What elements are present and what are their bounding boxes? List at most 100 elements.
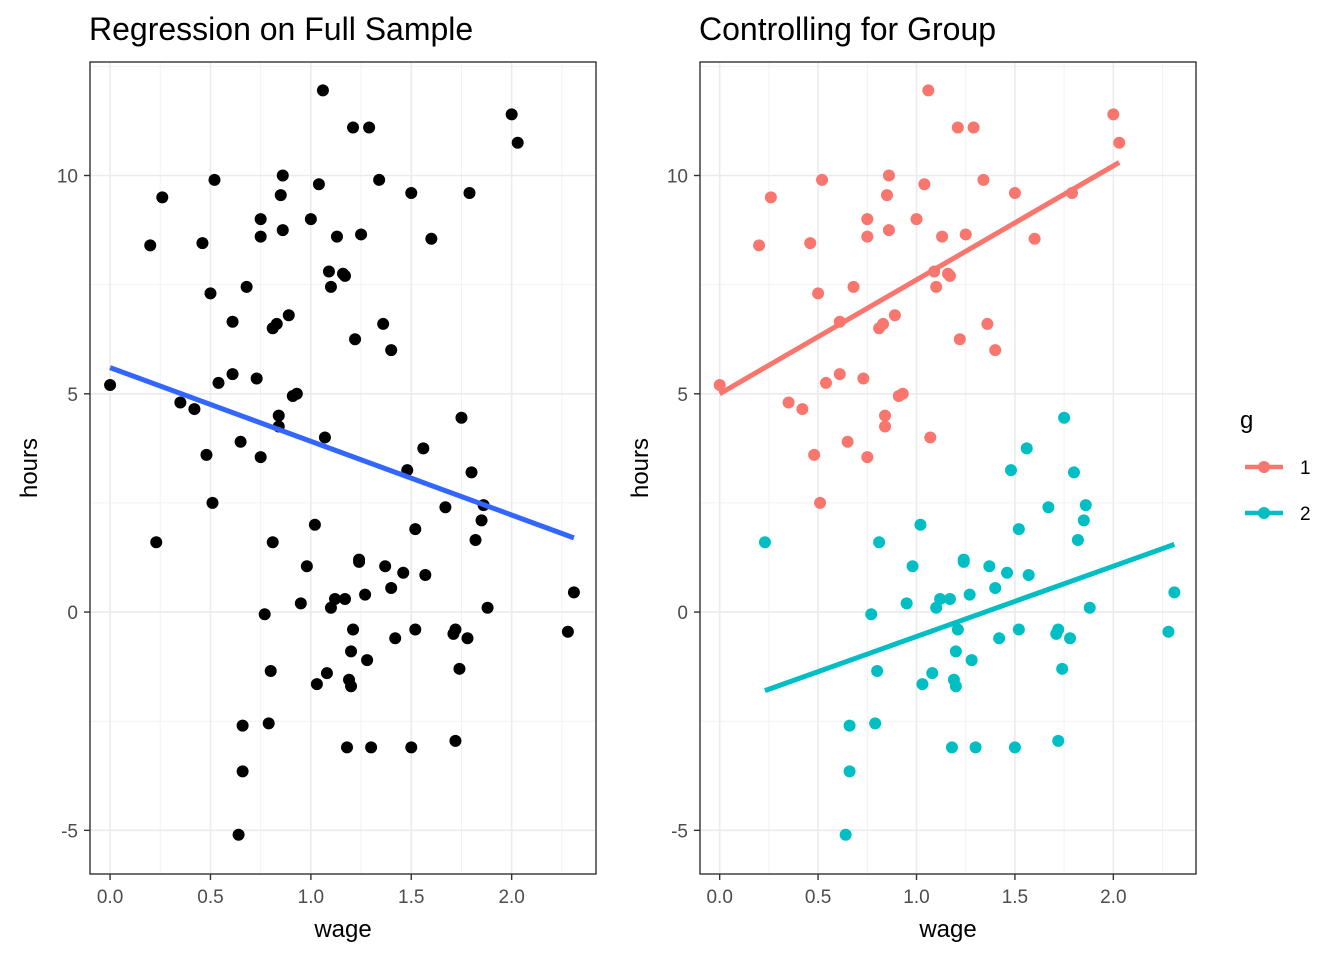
- data-point: [353, 553, 366, 566]
- data-point-group-1: [953, 333, 966, 346]
- data-point-group-1: [1028, 232, 1041, 245]
- y-axis-ticks: -5 0 5 10: [667, 167, 700, 842]
- data-point-group-1: [930, 280, 943, 293]
- x-tick-label: 0.0: [97, 887, 123, 908]
- data-point: [290, 387, 303, 400]
- data-point: [276, 169, 289, 182]
- data-point: [254, 230, 267, 243]
- data-point: [270, 317, 283, 330]
- data-point: [347, 623, 360, 636]
- data-point: [463, 186, 476, 199]
- data-point-group-2: [869, 717, 882, 730]
- data-point: [363, 121, 376, 134]
- data-point: [150, 536, 163, 549]
- data-point-group-2: [1008, 741, 1021, 754]
- data-point-group-2: [906, 560, 919, 573]
- data-point: [405, 741, 418, 754]
- data-point: [300, 560, 313, 573]
- data-point: [196, 237, 209, 250]
- data-point: [345, 645, 358, 658]
- data-point: [264, 665, 277, 677]
- data-point: [475, 514, 488, 527]
- data-point-group-1: [888, 309, 901, 322]
- x-tick-label: 2.0: [498, 887, 524, 908]
- data-point: [316, 84, 329, 97]
- data-point-group-1: [814, 496, 827, 509]
- data-point: [355, 228, 368, 241]
- data-point: [347, 121, 360, 134]
- plot-area: [90, 62, 596, 874]
- data-point-group-2: [1056, 662, 1069, 675]
- data-point: [449, 734, 462, 747]
- data-point-group-1: [943, 269, 956, 282]
- data-point: [481, 601, 494, 614]
- data-point-group-1: [880, 189, 893, 202]
- data-point-group-2: [843, 765, 856, 778]
- data-point: [405, 186, 418, 199]
- scatter-points: [104, 84, 580, 841]
- data-point-group-1: [847, 280, 860, 293]
- plot-area: [700, 62, 1196, 874]
- legend-key-point: [1258, 507, 1270, 519]
- regression-lines: [109, 365, 575, 541]
- data-point: [345, 680, 358, 693]
- data-point-group-2: [983, 560, 996, 573]
- y-tick-label: 0: [67, 603, 78, 624]
- data-point-group-2: [993, 632, 1006, 645]
- data-point-group-1: [967, 121, 980, 134]
- data-point-group-1: [713, 379, 726, 392]
- x-tick-label: 1.5: [1002, 887, 1028, 908]
- data-point-group-2: [758, 536, 771, 549]
- data-point-group-1: [879, 409, 892, 422]
- legend-entry-2: 2: [1245, 504, 1311, 525]
- regression-line-group-2: [764, 542, 1176, 693]
- data-point-group-2: [1004, 464, 1017, 477]
- x-axis-title: wage: [313, 916, 371, 943]
- data-point-group-1: [922, 84, 935, 97]
- data-point: [511, 136, 524, 149]
- data-point: [312, 178, 325, 191]
- data-point: [276, 224, 289, 237]
- y-axis-ticks: -5 0 5 10: [57, 167, 90, 842]
- data-point: [304, 213, 317, 226]
- data-point: [254, 213, 267, 226]
- data-point: [254, 451, 267, 464]
- data-point-group-1: [841, 435, 854, 448]
- data-point-group-2: [1077, 514, 1090, 527]
- gridlines: [700, 62, 1196, 874]
- data-point: [272, 409, 285, 422]
- data-point: [377, 317, 390, 330]
- data-point-group-2: [865, 608, 878, 621]
- data-point: [310, 678, 323, 691]
- data-point: [389, 632, 402, 645]
- data-point-group-1: [1107, 108, 1120, 121]
- data-point: [262, 717, 275, 730]
- data-point-group-2: [949, 645, 962, 658]
- data-point: [156, 191, 169, 204]
- regression-line-group-1: [718, 160, 1121, 396]
- data-point: [361, 654, 374, 667]
- data-point: [318, 431, 331, 444]
- data-point-group-1: [861, 213, 874, 226]
- legend-key-point: [1258, 461, 1270, 473]
- data-point: [324, 280, 337, 293]
- legend: g 1 2: [1240, 407, 1311, 525]
- data-point-group-2: [943, 592, 956, 605]
- data-point: [200, 448, 213, 461]
- data-point-group-1: [981, 317, 994, 330]
- data-point: [409, 523, 422, 536]
- data-point: [234, 435, 247, 448]
- data-point-group-1: [918, 178, 931, 191]
- data-point: [339, 269, 352, 282]
- data-point: [505, 108, 518, 121]
- x-axis-ticks: 0.0 0.5 1.0 1.5 2.0: [97, 874, 525, 908]
- data-point: [461, 632, 474, 645]
- data-point-group-1: [861, 230, 874, 243]
- x-tick-label: 2.0: [1100, 887, 1126, 908]
- data-point: [385, 344, 398, 357]
- data-point-group-1: [782, 396, 795, 409]
- data-point: [282, 309, 295, 322]
- data-point-group-1: [896, 387, 909, 400]
- data-point: [439, 501, 452, 514]
